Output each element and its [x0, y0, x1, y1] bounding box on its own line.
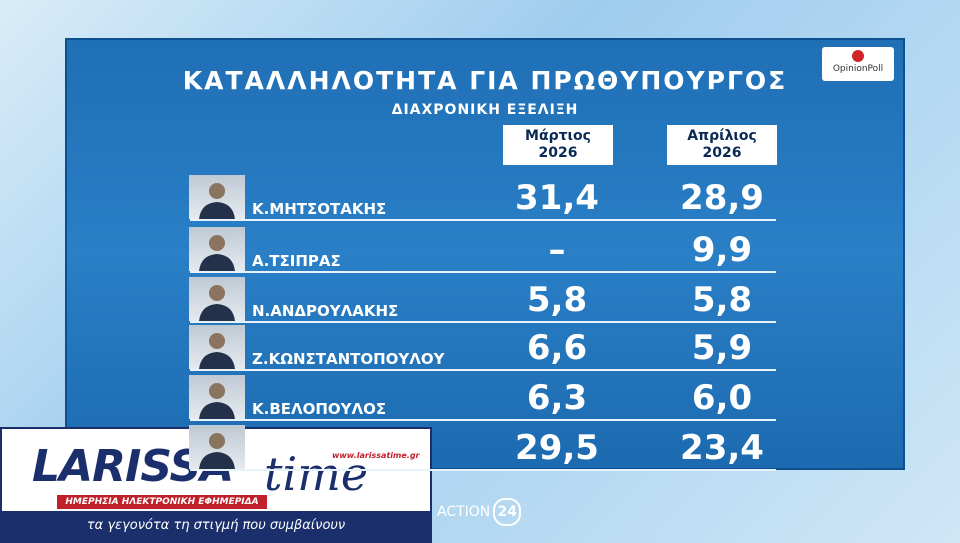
column-year: 2026 — [702, 145, 742, 161]
value: 6,3 — [526, 378, 588, 418]
column-header: Απρίλιος 2026 — [667, 125, 777, 165]
row-separator — [190, 271, 776, 273]
logo-brand2: time — [264, 447, 369, 501]
photo — [189, 325, 245, 369]
photo — [189, 375, 245, 419]
row-separator — [190, 469, 776, 471]
pollster-logo: OpinionPoll — [822, 47, 894, 81]
candidate-name: Ζ.ΚΩΝΣΤΑΝΤΟΠΟΥΛΟΥ — [252, 350, 445, 368]
title: ΚΑΤΑΛΛΗΛΟΤΗΤΑ ΓΙΑ ΠΡΩΘΥΠΟΥΡΓΟΣ — [182, 66, 788, 95]
silhouette — [199, 383, 235, 419]
photo — [189, 277, 245, 321]
subtitle: ΔΙΑΧΡΟΝΙΚΗ ΕΞΕΛΙΞΗ — [391, 102, 579, 118]
value: 5,9 — [691, 328, 753, 368]
value: 5,8 — [526, 280, 588, 320]
silhouette — [199, 235, 235, 271]
value: 23,4 — [680, 428, 764, 468]
value: 6,0 — [691, 378, 753, 418]
logo-slogan: τα γεγονότα τη στιγμή που συμβαίνουν — [2, 511, 430, 541]
candidate-name: Κ.ΜΗΤΣΟΤΑΚΗΣ — [252, 200, 387, 218]
value: 29,5 — [515, 428, 599, 468]
value: 28,9 — [680, 178, 764, 218]
channel-logo: ACTION 24 — [437, 498, 522, 526]
channel-name: ACTION — [437, 504, 491, 520]
silhouette — [199, 433, 235, 469]
value: 9,9 — [691, 230, 753, 270]
pollster: OpinionPoll — [832, 64, 884, 74]
row-separator — [190, 369, 776, 371]
channel-number: 24 — [493, 498, 522, 526]
silhouette — [199, 183, 235, 219]
column-year: 2026 — [538, 145, 578, 161]
value: 5,8 — [691, 280, 753, 320]
logo-url: www.larissatime.gr — [332, 451, 420, 460]
logo-tagline: ΗΜΕΡΗΣΙΑ ΗΛΕΚΤΡΟΝΙΚΗ ΕΦΗΜΕΡΙΔΑ — [57, 495, 267, 509]
candidate-name: Κ.ΒΕΛΟΠΟΥΛΟΣ — [252, 400, 387, 418]
candidate-name: Α.ΤΣΙΠΡΑΣ — [252, 252, 341, 270]
column-month: Μάρτιος — [525, 128, 591, 144]
row-separator — [190, 219, 776, 221]
row-separator — [190, 419, 776, 421]
photo — [189, 227, 245, 271]
photo — [189, 175, 245, 219]
value: – — [548, 230, 566, 270]
value: 6,6 — [526, 328, 588, 368]
silhouette — [199, 333, 235, 369]
row-separator — [190, 321, 776, 323]
candidate-name: Ν.ΑΝΔΡΟΥΛΑΚΗΣ — [252, 302, 399, 320]
column-month: Απρίλιος — [687, 128, 757, 144]
column-header: Μάρτιος 2026 — [503, 125, 613, 165]
photo — [189, 425, 245, 469]
value: 31,4 — [515, 178, 599, 218]
silhouette — [199, 285, 235, 321]
